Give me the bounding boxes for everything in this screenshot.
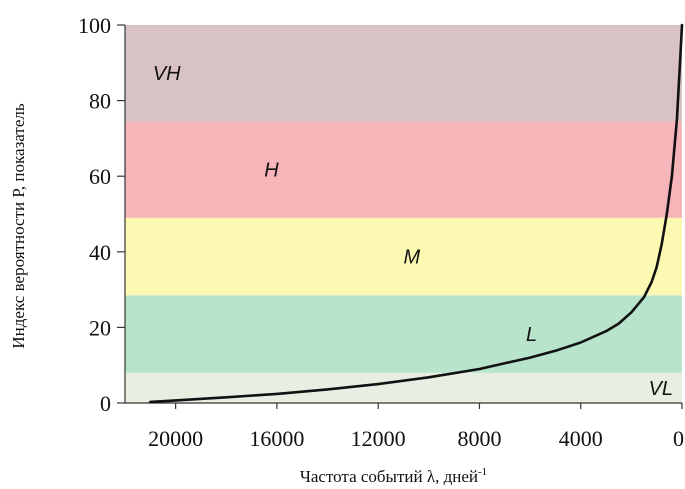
band-m — [125, 217, 682, 296]
y-tick-label: 40 — [89, 240, 111, 265]
band-l — [125, 295, 682, 373]
x-tick-label: 12000 — [351, 426, 406, 451]
band-h — [125, 121, 682, 218]
band-label-m: M — [404, 247, 421, 269]
band-label-vh: VH — [153, 63, 181, 85]
x-tick-label: 0 — [673, 426, 684, 451]
series — [149, 23, 684, 404]
band-vh — [125, 25, 682, 122]
x-tick-label: 4000 — [559, 426, 603, 451]
band-label-l: L — [526, 324, 537, 346]
axes — [117, 24, 683, 409]
y-tick-label: 60 — [89, 164, 111, 189]
tick-labels: 0 20 40 60 80 100 20000 16000 12000 8000 4000 0 — [78, 13, 684, 451]
x-axis-title-superscript: -1 — [478, 466, 487, 478]
band-label-vl: VL — [649, 378, 673, 400]
y-tick-label: 80 — [89, 89, 111, 114]
x-axis-title: Частота событий λ, дней-1 — [300, 466, 487, 486]
x-tick-label: 16000 — [249, 426, 304, 451]
band-labels: VL L M H VH — [153, 63, 673, 400]
x-tick-label: 20000 — [148, 426, 203, 451]
y-tick-label: 0 — [100, 391, 111, 416]
series-line-1 — [149, 23, 684, 404]
y-axis-title: Индекс вероятности P, показатель — [9, 103, 28, 348]
y-tick-label: 100 — [78, 13, 111, 38]
y-tick-label: 20 — [89, 315, 111, 340]
x-tick-label: 8000 — [457, 426, 501, 451]
band-label-h: H — [264, 160, 279, 182]
risk-bands — [125, 25, 682, 403]
x-axis-title-main: Частота событий λ, дней — [300, 467, 478, 486]
